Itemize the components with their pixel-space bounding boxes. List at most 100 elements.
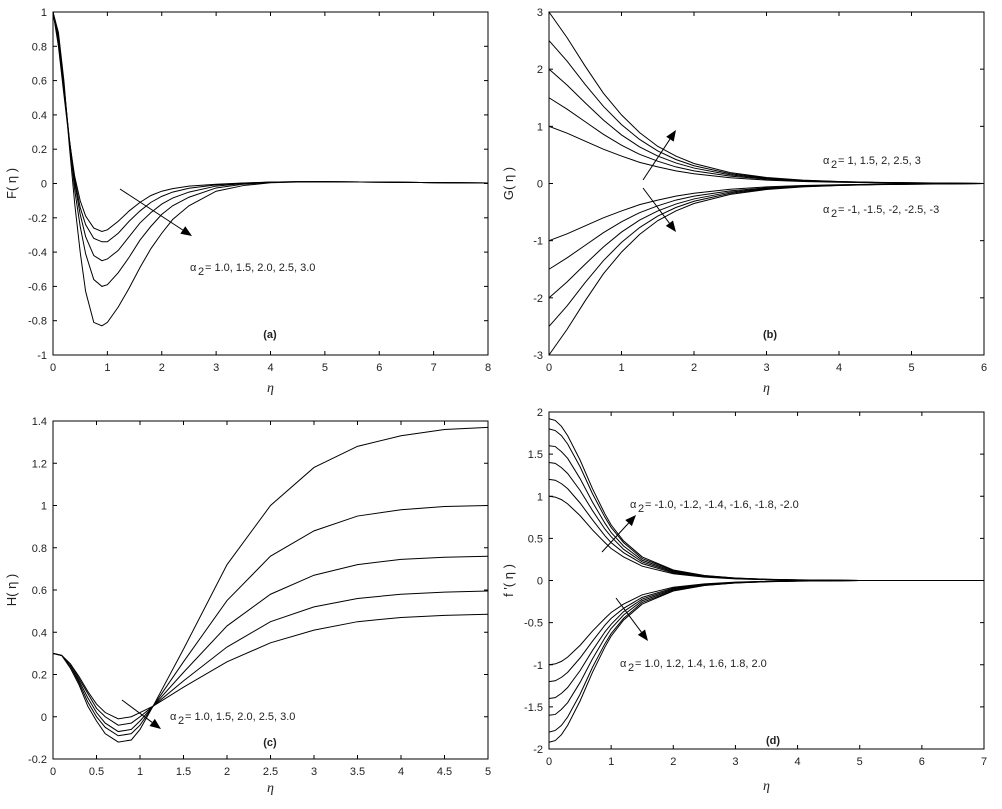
x-tick-label: 5	[485, 766, 491, 778]
curves	[52, 426, 489, 743]
x-tick-label: 5	[857, 756, 863, 768]
trend-arrow-head	[637, 629, 648, 641]
parameter-annotation-text: = -1, -1.5, -2, -2.5, -3	[838, 204, 939, 216]
x-tick-label: 0	[50, 362, 56, 374]
x-tick-label: 4	[795, 756, 801, 768]
x-tick-label: 2	[691, 362, 697, 374]
x-tick-label: 6	[981, 362, 987, 374]
panel-label: (c)	[263, 737, 277, 749]
y-tick-label: 0.6	[32, 76, 47, 88]
series-line	[548, 580, 984, 733]
parameter-annotation-text: = 1.0, 1.5, 2.0, 2.5, 3.0	[205, 262, 315, 274]
x-tick-label: 1.5	[176, 766, 191, 778]
y-axis: -3 -2 -1 0 1 2 3	[533, 7, 984, 362]
y-tick-label: -3	[533, 350, 543, 362]
chart-panel-c: 0 0.5 1 1.5 2 2.5 3 3.5 4 4.5 5-0.200.20.40.60.811…	[4, 416, 491, 796]
series-line	[52, 11, 489, 233]
trend-arrow-head	[625, 515, 636, 527]
y-axis: -0.2 0 0.2 0.4 0.6 0.8 1 1.2 1.4	[28, 416, 488, 766]
y-tick-label: 0	[537, 179, 543, 191]
parameter-annotation: α 2 = -1.0, -1.2, -1.4, -1.6, -1.8, -2.0	[630, 499, 799, 515]
x-tick-label: 0	[50, 766, 56, 778]
y-tick-label: 0.4	[32, 110, 47, 122]
y-tick-label: 1	[537, 121, 543, 133]
x-tick-label: 6	[376, 362, 382, 374]
x-axis-title: η	[267, 381, 274, 396]
panel-label: (a)	[263, 329, 277, 341]
parameter-annotation: α 2 = -1, -1.5, -2, -2.5, -3	[823, 204, 939, 220]
series-line	[548, 183, 985, 356]
y-tick-label: 0.8	[32, 41, 47, 53]
parameter-annotation-subscript: 2	[178, 715, 184, 727]
y-axis-title: G( η )	[501, 167, 516, 200]
y-axis-title: f '( η )	[501, 564, 516, 597]
trend-arrow	[642, 130, 676, 181]
x-tick-label: 4	[398, 766, 404, 778]
y-tick-label: 1	[537, 491, 543, 503]
panel-label: (b)	[763, 329, 777, 341]
series-line	[548, 418, 984, 581]
parameter-annotation-text: = 1.0, 1.5, 2.0, 2.5, 3.0	[185, 711, 295, 723]
y-tick-label: -0.2	[28, 754, 47, 766]
y-tick-label: 1.5	[528, 449, 543, 461]
x-tick-label: 3	[732, 756, 738, 768]
y-tick-label: -0.4	[28, 247, 47, 259]
trend-arrow-head	[666, 130, 676, 142]
y-tick-label: 0	[41, 712, 47, 724]
x-axis: 0 1 2 3 4 5 6 7	[546, 412, 987, 768]
x-axis: 0 1 2 3 4 5 6	[546, 12, 987, 374]
trend-arrow-head	[149, 718, 161, 729]
x-tick-label: 3	[311, 766, 317, 778]
trend-arrow-head	[665, 220, 676, 232]
trend-arrow	[119, 188, 192, 236]
x-tick-label: 0	[546, 756, 552, 768]
x-tick-label: 7	[431, 362, 437, 374]
trend-arrow-head	[180, 226, 192, 236]
curves	[548, 418, 984, 743]
parameter-annotation-subscript: 2	[628, 662, 634, 674]
parameter-annotation-subscript: 2	[638, 503, 644, 515]
chart-panel-d: 0 1 2 3 4 5 6 7 -2 -1.5 -1 -0.5 0 0.5 1 1.5 2 η f '( η ) (d…	[501, 407, 987, 794]
y-tick-label: 1	[41, 7, 47, 19]
x-tick-label: 4	[267, 362, 273, 374]
y-tick-label: 0	[41, 179, 47, 191]
parameter-annotation-symbol: α	[620, 658, 627, 670]
y-tick-label: -1	[37, 350, 47, 362]
y-axis-title: H( η )	[4, 574, 19, 607]
x-axis-title: η	[267, 781, 274, 796]
parameter-annotation-text: = 1.0, 1.2, 1.4, 1.6, 1.8, 2.0	[635, 658, 767, 670]
parameter-annotation-subscript: 2	[198, 266, 204, 278]
parameter-annotation: α 2 = 1, 1.5, 2, 2.5, 3	[823, 155, 921, 171]
y-tick-label: -0.6	[28, 281, 47, 293]
y-tick-label: 0.2	[32, 144, 47, 156]
series-line	[52, 590, 489, 726]
trend-arrow	[601, 515, 636, 553]
y-axis-title: F( η )	[4, 168, 19, 199]
y-tick-label: -0.5	[524, 618, 543, 630]
x-tick-label: 0.5	[89, 766, 104, 778]
plot-frame	[52, 11, 489, 356]
x-tick-label: 1	[608, 756, 614, 768]
curves	[52, 11, 489, 327]
y-tick-label: 1.4	[32, 416, 47, 428]
series-line	[52, 11, 489, 243]
parameter-annotation-symbol: α	[630, 499, 637, 511]
x-tick-label: 2	[224, 766, 230, 778]
y-axis: -1 -0.8 -0.6 -0.4 -0.2 0 0.2 0.4 0.6 0.8 1	[28, 7, 488, 362]
y-tick-label: 0	[537, 576, 543, 588]
series-line	[548, 445, 984, 581]
x-tick-label: 5	[908, 362, 914, 374]
series-line	[548, 580, 984, 716]
series-line	[52, 11, 489, 287]
x-tick-label: 3.5	[350, 766, 365, 778]
trend-arrow	[615, 597, 648, 641]
parameter-annotation-text: = 1, 1.5, 2, 2.5, 3	[838, 155, 921, 167]
trend-arrow-shaft	[119, 188, 184, 231]
series-line	[548, 462, 984, 581]
y-tick-label: -1.5	[524, 702, 543, 714]
x-tick-label: 4	[836, 362, 842, 374]
x-tick-label: 3	[763, 362, 769, 374]
series-line	[52, 11, 489, 327]
